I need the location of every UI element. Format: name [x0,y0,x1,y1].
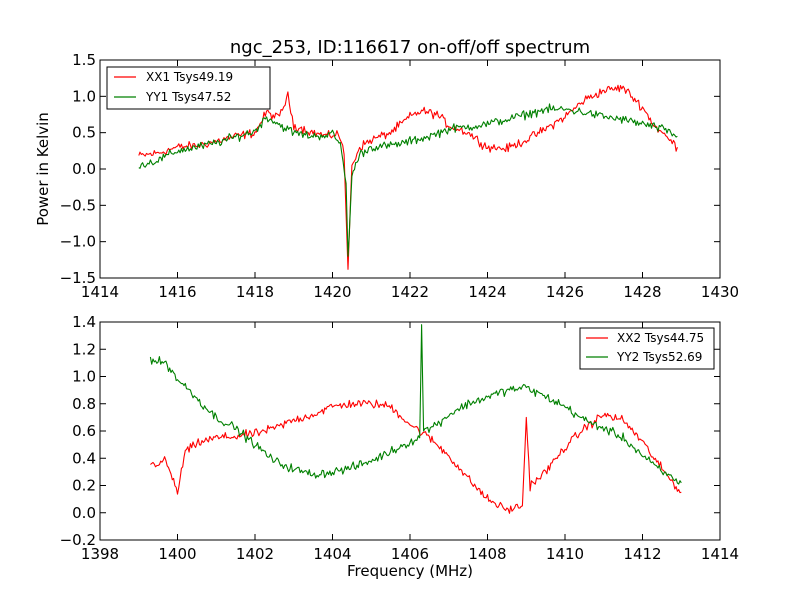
y-tick-label: 1.5 [72,51,96,69]
y-tick-label: −0.5 [60,196,96,214]
x-tick-label: 1418 [236,283,274,301]
x-tick-label: 1406 [391,545,429,563]
bottom-x-axis-label: Frequency (MHz) [347,562,473,580]
top-y-axis-label: Power in Kelvin [34,112,52,226]
top-series-group [138,84,678,270]
x-tick-label: 1416 [158,283,196,301]
legend-label-yy1: YY1 Tsys47.52 [145,90,231,104]
x-tick-label: 1410 [546,545,584,563]
top-legend-box [106,66,271,110]
top-spectrum-panel: ngc_253, ID:116617 on-off/off spectrum P… [34,37,739,301]
top-x-ticks: 1414 1416 1418 1420 1422 1424 1426 1428 1430 [81,60,739,301]
legend-label-yy2: YY2 Tsys52.69 [616,350,702,364]
x-tick-label: 1426 [546,283,584,301]
y-tick-label: 0.0 [72,504,96,522]
x-tick-label: 1412 [623,545,661,563]
y-tick-label: 0.8 [72,395,96,413]
top-chart-title: ngc_253, ID:116617 on-off/off spectrum [230,37,590,58]
x-tick-label: 1414 [701,545,739,563]
x-tick-label: 1420 [313,283,351,301]
bottom-legend-box [579,327,715,370]
x-tick-label: 1424 [468,283,506,301]
top-legend: XX1 Tsys49.19 YY1 Tsys47.52 [106,66,271,110]
series-line-xx2 [150,399,682,514]
y-tick-label: 0.6 [72,422,96,440]
bottom-x-ticks: 1398 1400 1402 1404 1406 1408 1410 1412 1414 [81,322,739,563]
y-tick-label: −0.2 [60,531,96,549]
x-tick-label: 1414 [81,283,119,301]
series-line-yy1 [138,103,678,257]
y-tick-label: 0.5 [72,124,96,142]
x-tick-label: 1422 [391,283,429,301]
y-tick-label: 0.2 [72,477,96,495]
top-plot-frame [99,59,721,279]
legend-label-xx2: XX2 Tsys44.75 [617,331,704,345]
x-tick-label: 1430 [701,283,739,301]
y-tick-label: 1.4 [72,313,96,331]
x-tick-label: 1400 [158,545,196,563]
bottom-plot-frame [99,321,721,541]
bottom-y-ticks: −0.2 0.0 0.2 0.4 0.6 0.8 1.0 1.2 1.4 [60,313,720,549]
x-tick-label: 1428 [623,283,661,301]
series-line-yy2 [149,324,682,485]
y-tick-label: 1.2 [72,340,96,358]
x-tick-label: 1404 [313,545,351,563]
y-tick-label: 0.4 [72,449,96,467]
bottom-legend: XX2 Tsys44.75 YY2 Tsys52.69 [579,327,715,370]
y-tick-label: 1.0 [72,368,96,386]
y-tick-label: −1.0 [60,233,96,251]
bottom-series-group [149,324,682,514]
top-y-ticks: −1.5 −1.0 −0.5 0.0 0.5 1.0 1.5 [60,51,720,287]
y-tick-label: 0.0 [72,160,96,178]
bottom-spectrum-panel: Frequency (MHz) 1398 1400 1402 1404 1406 1408… [60,313,740,580]
y-tick-label: −1.5 [60,269,96,287]
x-tick-label: 1408 [468,545,506,563]
legend-label-xx1: XX1 Tsys49.19 [146,70,233,84]
x-tick-label: 1398 [81,545,119,563]
y-tick-label: 1.0 [72,87,96,105]
x-tick-label: 1402 [236,545,274,563]
